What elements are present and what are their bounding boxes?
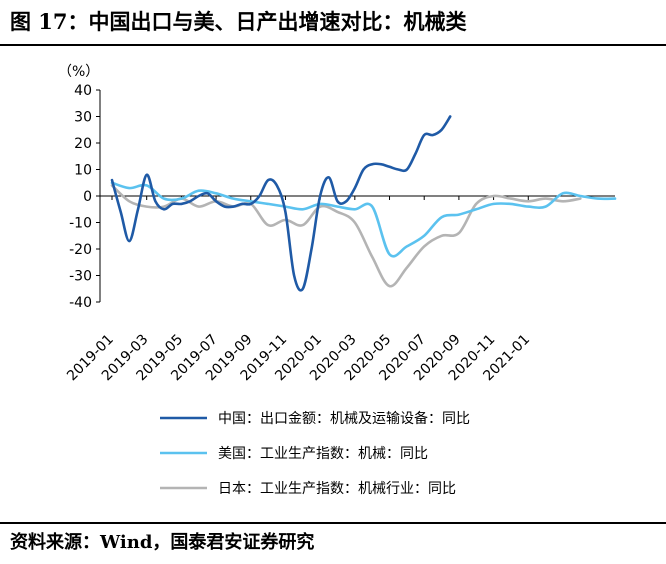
series-lines [110, 115, 617, 292]
y-tick-label: -30 [69, 269, 92, 285]
legend-label-us: 美国：工业生产指数：机械：同比 [218, 446, 428, 462]
figure-title: 图 17：中国出口与美、日产出增速对比：机械类 [10, 9, 467, 34]
y-tick-label: 0 [83, 189, 92, 205]
source-rule [0, 522, 666, 524]
y-tick-label: 10 [74, 163, 92, 179]
legend-label-japan: 日本：工业生产指数：机械行业：同比 [218, 481, 456, 497]
y-tick-label: -10 [69, 216, 92, 232]
legend-label-china: 中国：出口金额：机械及运输设备：同比 [218, 410, 470, 427]
y-tick-label: 40 [74, 83, 92, 99]
line-chart: （%） 403020100-10-20-30-402019-012019-032… [58, 64, 617, 497]
series-line-china [110, 115, 452, 292]
y-tick-label: 30 [74, 110, 92, 126]
y-axis-unit-label: （%） [58, 64, 99, 80]
series-line-us [110, 181, 617, 258]
y-tick-label: -20 [69, 242, 92, 258]
y-tick-label: 20 [74, 136, 92, 152]
title-rule [0, 44, 666, 46]
legend: 中国：出口金额：机械及运输设备：同比美国：工业生产指数：机械：同比日本：工业生产… [160, 410, 470, 497]
axes: 403020100-10-20-30-402019-012019-032019-… [64, 83, 615, 384]
source-note: 资料来源：Wind，国泰君安证券研究 [10, 532, 315, 553]
y-tick-label: -40 [69, 295, 92, 311]
